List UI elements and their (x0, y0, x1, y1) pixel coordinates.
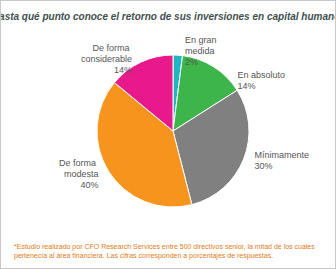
svg-text:pertenecía al área financiera.: pertenecía al área financiera. Las cifra… (14, 252, 273, 260)
svg-text:30%: 30% (254, 161, 272, 171)
svg-text:2%: 2% (185, 57, 198, 67)
svg-text:considerable: considerable (81, 54, 132, 64)
svg-text:40%: 40% (80, 180, 98, 190)
svg-text:14%: 14% (114, 65, 132, 75)
svg-text:Mínimamente: Mínimamente (254, 150, 309, 160)
svg-text:*Estudio realizado por CFO Res: *Estudio realizado por CFO Research Serv… (14, 243, 317, 251)
svg-text:modesta: modesta (64, 169, 99, 179)
svg-text:De forma: De forma (92, 43, 132, 53)
svg-text:medida: medida (185, 46, 215, 56)
svg-text:De forma: De forma (59, 158, 99, 168)
svg-text:¿Hasta qué punto conoce el ret: ¿Hasta qué punto conoce el retorno de su… (1, 11, 335, 23)
svg-text:En gran: En gran (185, 35, 219, 45)
svg-text:En absoluto: En absoluto (237, 70, 285, 80)
svg-text:14%: 14% (237, 81, 255, 91)
